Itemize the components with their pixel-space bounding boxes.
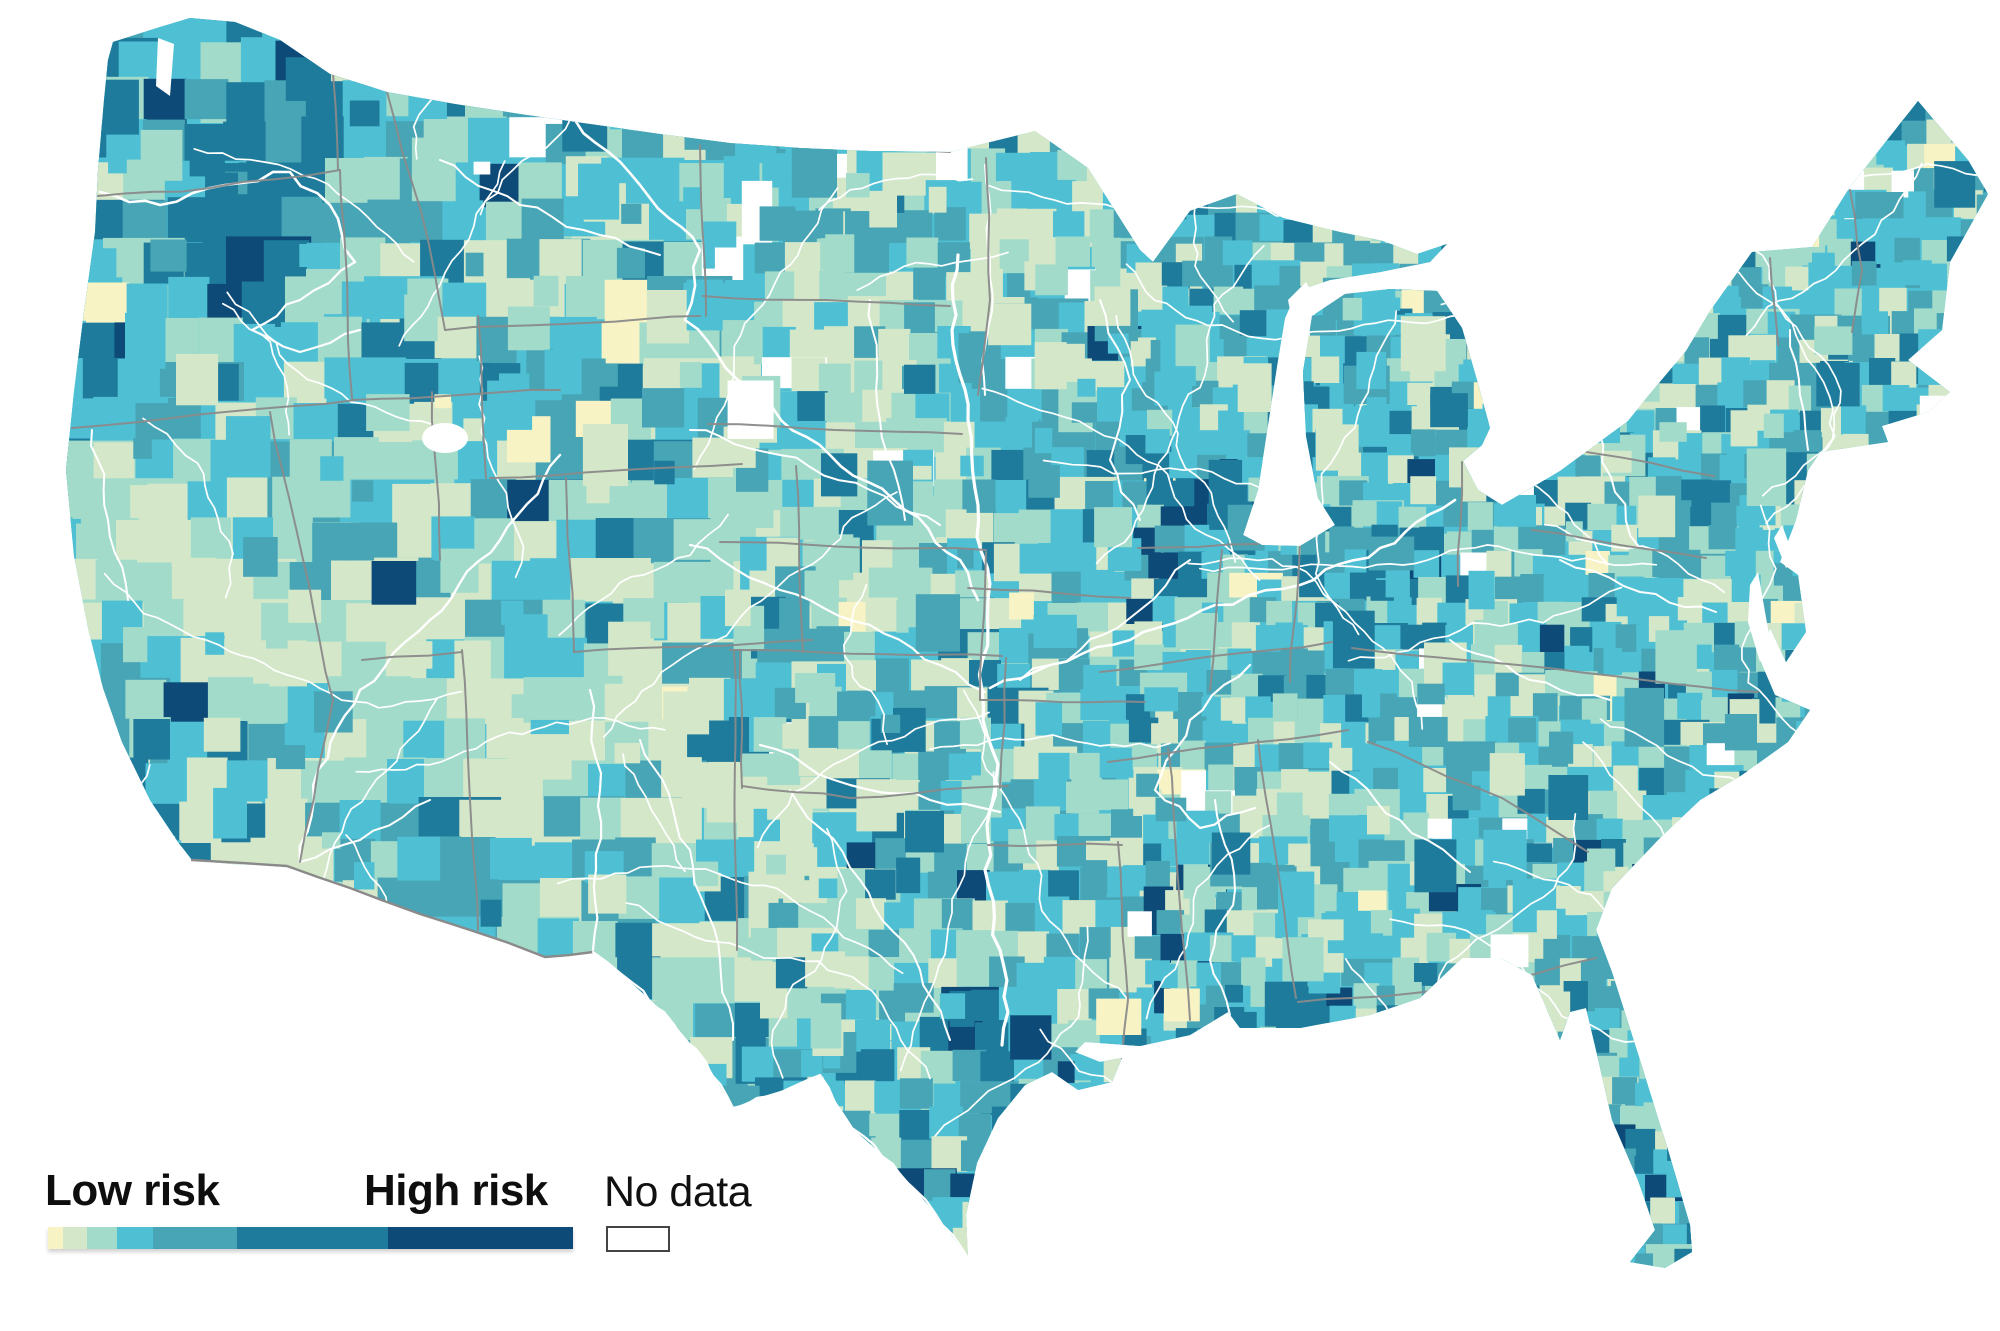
legend-high-risk-label: High risk bbox=[364, 1166, 548, 1215]
legend-ramp-segment bbox=[388, 1227, 573, 1249]
legend-ramp-segment bbox=[117, 1227, 153, 1249]
legend-no-data-label: No data bbox=[604, 1168, 752, 1216]
legend-ramp-segment bbox=[237, 1227, 388, 1249]
legend-ramp-segment bbox=[87, 1227, 117, 1249]
inland-water-bodies bbox=[156, 38, 1795, 662]
legend-low-risk-label: Low risk bbox=[45, 1166, 220, 1215]
legend-ramp-segment bbox=[48, 1227, 63, 1249]
legend-ramp-segment bbox=[153, 1227, 237, 1249]
legend-ramp-segment bbox=[63, 1227, 87, 1249]
legend-color-ramp bbox=[48, 1227, 573, 1249]
legend-no-data-swatch bbox=[606, 1226, 670, 1252]
international-border-lines bbox=[190, 858, 970, 1260]
